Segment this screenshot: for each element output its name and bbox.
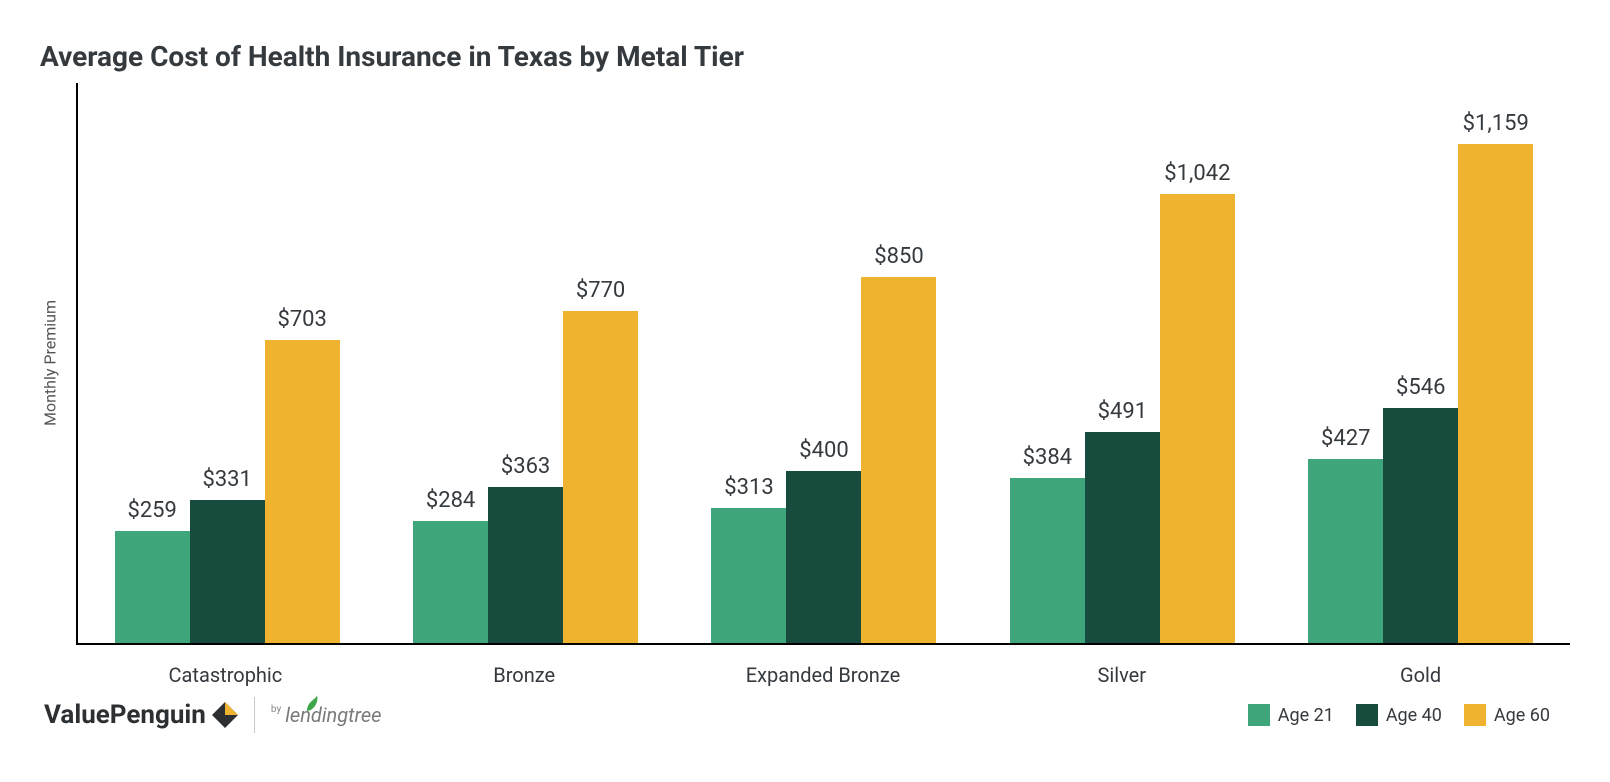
chart-container: Average Cost of Health Insurance in Texa…: [0, 0, 1610, 782]
legend-item: Age 21: [1248, 704, 1334, 726]
brand-secondary-prefix: by: [271, 704, 281, 715]
bar-value-label: $363: [501, 454, 550, 479]
chart-title: Average Cost of Health Insurance in Texa…: [40, 40, 1570, 73]
x-axis-category: Expanded Bronze: [710, 663, 935, 687]
bar-value-label: $1,042: [1164, 161, 1230, 186]
bar-value-label: $427: [1321, 426, 1370, 451]
bar-group: $313$400$850: [711, 277, 936, 643]
legend-swatch: [1356, 704, 1378, 726]
bar-group: $384$491$1,042: [1010, 194, 1235, 643]
bar-value-label: $400: [799, 438, 848, 463]
x-axis-category: Silver: [1009, 663, 1234, 687]
bar: $284: [413, 521, 488, 643]
bar-value-label: $313: [724, 475, 773, 500]
legend-label: Age 60: [1494, 705, 1550, 726]
bar: $331: [190, 500, 265, 643]
bar-groups: $259$331$703$284$363$770$313$400$850$384…: [78, 83, 1570, 643]
bar: $1,159: [1458, 144, 1533, 643]
bar: $384: [1010, 478, 1085, 643]
legend-label: Age 40: [1386, 705, 1442, 726]
bar: $850: [861, 277, 936, 643]
bar-value-label: $703: [277, 307, 326, 332]
bar: $427: [1308, 459, 1383, 643]
brand-block: ValuePenguin by lendingtree: [44, 697, 381, 733]
x-axis-category: Gold: [1308, 663, 1533, 687]
bar-value-label: $384: [1023, 445, 1072, 470]
footer: ValuePenguin by lendingtree: [40, 697, 1570, 733]
legend-item: Age 60: [1464, 704, 1550, 726]
legend: Age 21 Age 40 Age 60: [1248, 704, 1550, 726]
bar-value-label: $850: [874, 244, 923, 269]
bar-value-label: $770: [576, 278, 625, 303]
brand-secondary-text: lendingtree: [285, 703, 381, 727]
brand-divider: [254, 697, 255, 733]
legend-swatch: [1464, 704, 1486, 726]
bar-group: $259$331$703: [115, 340, 340, 643]
y-axis-label: Monthly Premium: [41, 300, 60, 426]
x-axis-category: Catastrophic: [113, 663, 338, 687]
bar-value-label: $491: [1098, 399, 1147, 424]
bar: $363: [488, 487, 563, 643]
bar-group: $427$546$1,159: [1308, 144, 1533, 643]
bar: $491: [1085, 432, 1160, 644]
bar-value-label: $284: [426, 488, 475, 513]
brand-primary-text: ValuePenguin: [44, 700, 206, 730]
valuepenguin-logo: ValuePenguin: [44, 700, 238, 730]
bar: $400: [786, 471, 861, 643]
legend-item: Age 40: [1356, 704, 1442, 726]
x-axis-category: Bronze: [412, 663, 637, 687]
bar: $1,042: [1160, 194, 1235, 643]
bar-value-label: $331: [202, 467, 251, 492]
bar: $546: [1383, 408, 1458, 643]
bar-group: $284$363$770: [413, 311, 638, 643]
legend-label: Age 21: [1278, 705, 1334, 726]
plot-area: Monthly Premium $259$331$703$284$363$770…: [76, 83, 1570, 645]
legend-swatch: [1248, 704, 1270, 726]
lendingtree-logo: by lendingtree: [271, 703, 382, 727]
bar-value-label: $1,159: [1463, 111, 1529, 136]
bar: $259: [115, 531, 190, 643]
bar: $313: [711, 508, 786, 643]
valuepenguin-icon: [212, 702, 238, 728]
bar-value-label: $259: [127, 498, 176, 523]
x-axis: Catastrophic Bronze Expanded Bronze Silver G…: [76, 645, 1570, 687]
bar: $770: [563, 311, 638, 643]
bar-value-label: $546: [1396, 375, 1445, 400]
bar: $703: [265, 340, 340, 643]
